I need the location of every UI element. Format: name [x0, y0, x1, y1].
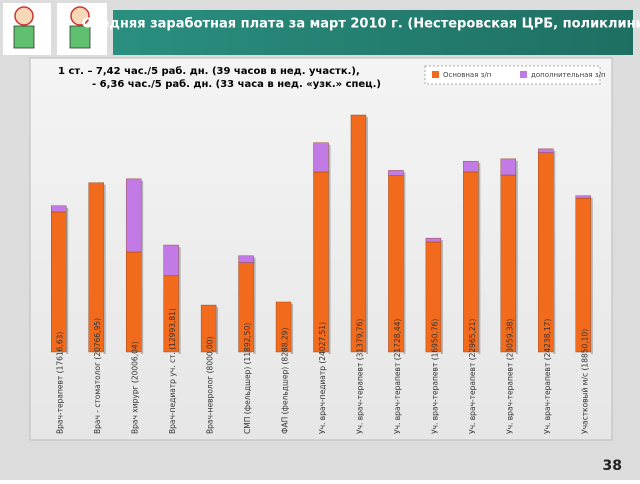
bar-side — [216, 307, 219, 354]
page-number: 38 — [603, 458, 622, 474]
doctor-illustration — [3, 3, 107, 55]
bar-side — [515, 160, 518, 178]
bar-segment — [538, 148, 554, 153]
bar-side — [478, 173, 481, 354]
bar-segment — [350, 114, 367, 353]
bar-segment — [425, 237, 442, 243]
legend-label: дополнительная з/п — [531, 71, 606, 79]
bar-segment — [51, 211, 67, 353]
bar-side — [365, 117, 368, 354]
bar-side — [403, 177, 406, 354]
bar-segment — [125, 251, 142, 353]
bar-side — [66, 207, 69, 214]
x-tick-label: Врач-невролог (8000,00) — [206, 336, 215, 434]
bar-side — [103, 184, 106, 354]
bar-side — [515, 177, 518, 354]
bar-side — [141, 253, 144, 354]
bar-side — [66, 213, 69, 354]
x-tick-label: ФАП (фельдшер) (8288,29) — [281, 328, 290, 434]
bar-side — [553, 150, 556, 155]
x-tick-label: Врач-педиатр уч. ст. (12993,81) — [168, 308, 177, 434]
x-tick-label: Уч. врач-терапевт (21728,44) — [393, 319, 402, 434]
bar-segment — [388, 170, 404, 176]
bar-side — [590, 200, 593, 354]
bar-side — [178, 277, 181, 354]
bar-side — [141, 180, 144, 254]
bar-side — [440, 240, 443, 244]
x-tick-label: Уч. врач-терапевт (22965,21) — [468, 319, 477, 434]
bar-segment — [238, 255, 254, 263]
bar-segment — [313, 142, 329, 173]
bar-side — [328, 173, 331, 354]
x-tick-label: Участковый м/с (18850,10) — [580, 329, 589, 434]
x-tick-label: Врач - стоматолог (20766,95) — [93, 318, 102, 434]
x-tick-label: Врач хирург (20006,04) — [131, 341, 140, 434]
bar-side — [590, 197, 593, 201]
legend-swatch — [520, 71, 527, 78]
x-tick-label: Уч. врач-терапевт (16950,76) — [430, 319, 439, 434]
bar-side — [178, 247, 181, 278]
bar-segment — [51, 205, 67, 213]
x-tick-label: Уч. врач-терапевт (31379,76) — [355, 319, 364, 434]
bar-side — [553, 154, 556, 354]
x-tick-label: Врач-терапевт (17616,63) — [56, 332, 65, 434]
x-tick-label: СМП (фельдшер) (11892,50) — [243, 323, 252, 434]
bar-side — [253, 264, 256, 354]
bar-segment — [125, 178, 142, 253]
bar-segment — [163, 244, 179, 277]
bar-segment — [463, 160, 479, 173]
x-tick-label: Уч. врач-терапевт (23059,38) — [505, 319, 514, 434]
subtitle-line: 1 ст. – 7,42 час./5 раб. дн. (39 часов в… — [58, 65, 360, 77]
subtitle-line: - 6,36 час./5 раб. дн. (33 часа в нед. «… — [92, 78, 381, 90]
chart-title: Средняя заработная плата за март 2010 г.… — [82, 17, 640, 32]
bar-side — [328, 144, 331, 174]
bar-side — [440, 243, 443, 354]
x-tick-label: Уч. врач-педиатр (24027,51) — [318, 322, 327, 434]
bar-side — [253, 257, 256, 265]
x-tick-label: Уч. врач-терапевт (24238,17) — [543, 319, 552, 434]
title-bar — [113, 10, 633, 55]
bar-segment — [575, 195, 591, 199]
bar-side — [403, 172, 406, 178]
bar-side — [478, 163, 481, 174]
legend-swatch — [432, 71, 439, 78]
legend — [424, 65, 601, 85]
legend-label: Основная з/п — [443, 71, 491, 79]
bar-segment — [500, 158, 517, 176]
bar-side — [291, 303, 294, 354]
